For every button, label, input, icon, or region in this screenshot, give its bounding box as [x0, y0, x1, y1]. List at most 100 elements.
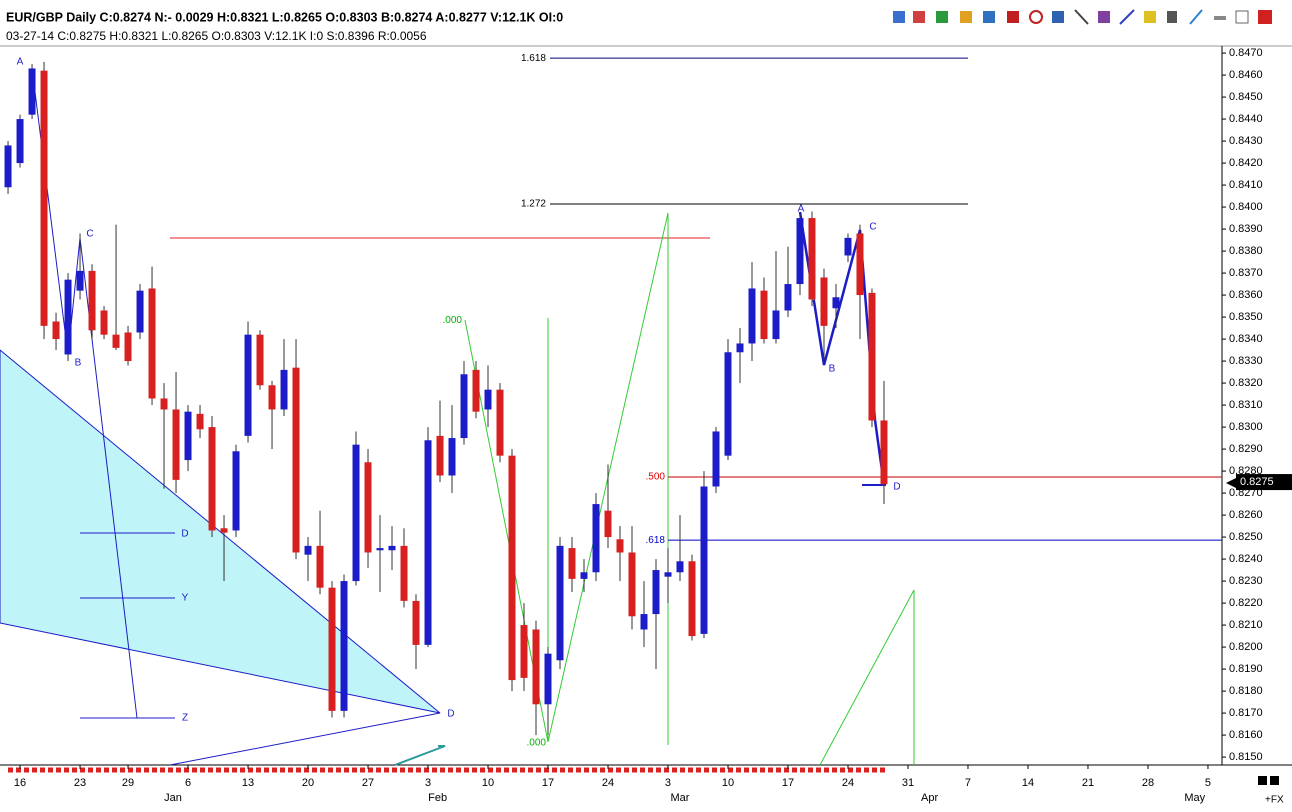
- x-tick-label: 10: [722, 777, 734, 789]
- candle-body: [52, 321, 60, 340]
- toolbar-icon[interactable]: [1119, 9, 1135, 25]
- candle-body: [844, 237, 852, 256]
- candle-body: [76, 270, 84, 291]
- pattern-label: D: [181, 529, 188, 540]
- candle-body: [868, 292, 876, 421]
- y-tick-label: 0.8250: [1229, 531, 1263, 543]
- y-tick-label: 0.8190: [1229, 663, 1263, 675]
- window-minimize[interactable]: [1214, 16, 1226, 20]
- y-tick-label: 0.8170: [1229, 707, 1263, 719]
- x-tick-label: 21: [1082, 777, 1094, 789]
- pattern-label: Z: [182, 713, 188, 724]
- candle-body: [412, 600, 420, 645]
- green-projection: [819, 589, 915, 766]
- toolbar-icon[interactable]: [1098, 11, 1110, 23]
- x-tick-label: 17: [782, 777, 794, 789]
- fib-label: 1.272: [521, 199, 546, 210]
- candle-body: [424, 440, 432, 645]
- toolbar-icon[interactable]: [1029, 10, 1043, 24]
- y-tick-label: 0.8420: [1229, 157, 1263, 169]
- y-tick-label: 0.8290: [1229, 443, 1263, 455]
- candle-body: [112, 334, 120, 348]
- pattern-label: C: [86, 229, 93, 240]
- candle-body: [556, 545, 564, 661]
- header-line-2: 03-27-14 C:0.8275 H:0.8321 L:0.8265 O:0.…: [6, 29, 427, 43]
- toolbar-icon[interactable]: [1189, 9, 1203, 25]
- x-tick-label: 6: [185, 777, 191, 789]
- candle-body: [400, 545, 408, 601]
- pattern-label: D: [893, 482, 900, 493]
- pattern-label: B: [829, 364, 836, 375]
- x-tick-label: 29: [122, 777, 134, 789]
- small-arrow: [394, 745, 446, 766]
- window-restore[interactable]: [1235, 10, 1249, 24]
- scroll-control[interactable]: [1258, 776, 1267, 785]
- y-tick-label: 0.8180: [1229, 685, 1263, 697]
- candle-body: [304, 545, 312, 555]
- fib-label: .500: [646, 472, 666, 483]
- toolbar-icon[interactable]: [1074, 9, 1089, 25]
- candle-body: [700, 486, 708, 634]
- month-label: Apr: [921, 792, 938, 804]
- toolbar-icon[interactable]: [1007, 11, 1019, 23]
- candle-body: [832, 297, 840, 309]
- fib-label: 1.618: [521, 53, 546, 64]
- candle-body: [772, 310, 780, 340]
- toolbar-icon[interactable]: [936, 11, 948, 23]
- candle-body: [676, 561, 684, 573]
- candle-body: [316, 545, 324, 588]
- pattern-line: [31, 67, 138, 719]
- footer-text: +FX: [1265, 795, 1284, 806]
- candle-body: [496, 389, 504, 456]
- y-tick-label: 0.8300: [1229, 421, 1263, 433]
- candle-body: [40, 70, 48, 326]
- candle-body: [856, 233, 864, 296]
- candle-body: [100, 310, 108, 335]
- y-tick-label: 0.8390: [1229, 223, 1263, 235]
- x-tick-label: 31: [902, 777, 914, 789]
- candle-body: [88, 270, 96, 331]
- candle-body: [172, 409, 180, 480]
- y-tick-label: 0.8260: [1229, 509, 1263, 521]
- month-label: Jan: [164, 792, 182, 804]
- toolbar-icon[interactable]: [1167, 11, 1177, 23]
- toolbar-icon[interactable]: [960, 11, 972, 23]
- candle-body: [268, 385, 276, 410]
- candle-body: [460, 374, 468, 439]
- toolbar-icon[interactable]: [913, 11, 925, 23]
- candle-body: [664, 572, 672, 577]
- candle-body: [808, 218, 816, 300]
- x-tick-label: 14: [1022, 777, 1034, 789]
- toolbar-icon[interactable]: [1144, 11, 1156, 23]
- candle-body: [724, 352, 732, 456]
- toolbar-icon[interactable]: [983, 11, 995, 23]
- window-close[interactable]: [1258, 10, 1272, 24]
- month-label: Feb: [428, 792, 447, 804]
- candle-body: [16, 119, 24, 164]
- candle-body: [256, 334, 264, 386]
- y-tick-label: 0.8370: [1229, 267, 1263, 279]
- toolbar-icon[interactable]: [893, 11, 905, 23]
- scroll-control[interactable]: [1270, 776, 1279, 785]
- toolbar-icon[interactable]: [1052, 11, 1064, 23]
- y-tick-label: 0.8350: [1229, 311, 1263, 323]
- candle-body: [124, 332, 132, 362]
- candle-body: [208, 427, 216, 531]
- x-tick-label: 24: [842, 777, 854, 789]
- candle-body: [688, 561, 696, 637]
- candle-body: [544, 653, 552, 705]
- y-tick-label: 0.8240: [1229, 553, 1263, 565]
- candle-body: [484, 389, 492, 410]
- candle-body: [232, 451, 240, 531]
- candle-body: [4, 145, 12, 188]
- fib-label: .000: [527, 738, 547, 749]
- toolbar: [893, 9, 1272, 25]
- y-tick-label: 0.8220: [1229, 597, 1263, 609]
- candle-body: [616, 539, 624, 553]
- candle-body: [340, 581, 348, 711]
- candle-body: [160, 398, 168, 410]
- candle-body: [184, 411, 192, 461]
- y-tick-label: 0.8380: [1229, 245, 1263, 257]
- pattern-label: C: [869, 222, 876, 233]
- candle-body: [880, 420, 888, 485]
